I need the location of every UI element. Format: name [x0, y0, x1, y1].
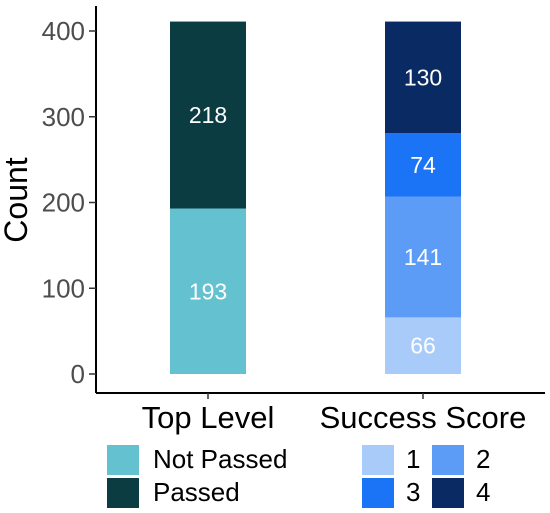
legend-swatch-3: [362, 477, 394, 508]
data-label-success-score-4: 130: [404, 64, 442, 90]
legend-score-4: 4: [432, 477, 490, 508]
bar-segment-success-score-3: [385, 133, 461, 197]
data-label-success-score-1: 66: [410, 333, 436, 359]
legend-swatch-passed: [107, 477, 139, 508]
data-label-success-score-3: 74: [410, 152, 436, 178]
legend-score-1: 1: [362, 444, 420, 475]
legend-label-2: 2: [476, 444, 491, 474]
legend-swatch-4: [432, 477, 464, 508]
y-tick-label: 400: [42, 16, 85, 46]
y-tick-label: 0: [71, 359, 85, 389]
bar-segment-top-level-passed: [170, 21, 246, 209]
legend-swatch-2: [432, 444, 464, 475]
legend-label-4: 4: [476, 477, 491, 507]
data-label-top-level-not-passed: 193: [189, 278, 227, 304]
bar-segment-success-score-1: [385, 317, 461, 374]
y-tick-label: 300: [42, 102, 85, 132]
bars: [170, 21, 461, 374]
legend-top-level-2: Passed: [107, 477, 240, 508]
bar-segment-success-score-2: [385, 196, 461, 318]
data-label-success-score-2: 141: [404, 244, 442, 270]
data-label-top-level-passed: 218: [189, 102, 227, 128]
x-tick-label: Top Level: [142, 400, 275, 435]
legend-label-1: 1: [406, 444, 421, 474]
legend-score-3: 3: [362, 477, 420, 508]
axes: 0 100 200 300 400 Count Top Level Success Score: [0, 6, 545, 435]
y-tick-label: 200: [42, 188, 85, 218]
labels: 193 218 66 141 74 130: [189, 64, 442, 358]
legend-top-level-1: Not Passed: [107, 444, 287, 475]
bar-segment-success-score-4: [385, 21, 461, 134]
legend-swatch-1: [362, 444, 394, 475]
x-tick-label: Success Score: [320, 400, 527, 435]
legend-score-2: 2: [432, 444, 490, 475]
legend-swatch-not-passed: [107, 444, 139, 475]
y-axis-title: Count: [0, 157, 34, 243]
legend-label-not-passed: Not Passed: [153, 444, 288, 474]
legend-label-passed: Passed: [153, 477, 240, 507]
legend-label-3: 3: [406, 477, 421, 507]
bar-segment-top-level-not-passed: [170, 208, 246, 374]
y-tick-label: 100: [42, 273, 85, 303]
